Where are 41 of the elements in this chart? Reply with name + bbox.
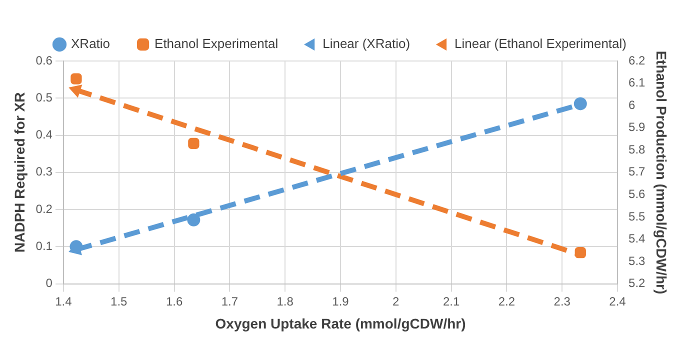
legend-label: Linear (XRatio)	[322, 36, 410, 52]
x-tick-label: 2.2	[498, 294, 516, 308]
x-tick-label: 2	[392, 294, 400, 308]
y-tick-label: 0.4	[36, 128, 53, 142]
x-tick-label: 1.8	[276, 294, 294, 308]
y2-tick-label: 5.8	[628, 142, 646, 156]
point	[187, 213, 200, 226]
y-tick-label: 0	[46, 276, 53, 290]
legend-label: Ethanol Experimental	[154, 36, 278, 52]
y2-tick-label: 6	[628, 98, 636, 112]
y2-tick-label: 5.5	[628, 209, 646, 224]
y2-tick-label: 5.4	[628, 232, 646, 246]
legend-label: Linear (Ethanol Experimental)	[454, 36, 627, 52]
y-tick-label: 0.2	[36, 202, 53, 216]
x-tick-label: 1.6	[166, 294, 183, 308]
legend-label: XRatio	[71, 36, 110, 52]
x-tick-label: 1.5	[110, 294, 128, 308]
y-tick-label: 0.5	[36, 90, 53, 104]
y2-tick-label: 5.7	[628, 164, 646, 179]
y-tick-label: 0.1	[36, 238, 53, 253]
y2-tick-label: 6.2	[628, 53, 646, 68]
x-tick-label: 1.9	[332, 294, 350, 308]
y2-axis-title: Ethanol Production (mmol/gCDW/hr)	[654, 50, 670, 294]
x-tick-label: 2.4	[609, 294, 626, 308]
x-tick-label: 2.1	[442, 294, 460, 308]
y-axis-title: NADPH Required for XR	[11, 92, 28, 253]
x-axis-title: Oxygen Uptake Rate (mmol/gCDW/hr)	[215, 315, 466, 332]
x-tick-label: 1.7	[221, 294, 238, 308]
y2-tick-label: 5.9	[628, 120, 646, 134]
x-tick-label: 2.3	[554, 294, 571, 308]
y-tick-label: 0.6	[36, 53, 53, 68]
point	[70, 73, 82, 84]
point	[574, 247, 586, 258]
point	[188, 138, 200, 150]
y2-tick-label: 5.3	[628, 254, 646, 268]
y2-tick-label: 5.2	[628, 276, 646, 290]
y-tick-label: 0.3	[36, 164, 53, 179]
y2-tick-label: 6.1	[628, 76, 646, 90]
x-tick-label: 1.4	[55, 294, 72, 308]
point	[574, 97, 587, 110]
y2-tick-label: 5.6	[628, 186, 646, 201]
